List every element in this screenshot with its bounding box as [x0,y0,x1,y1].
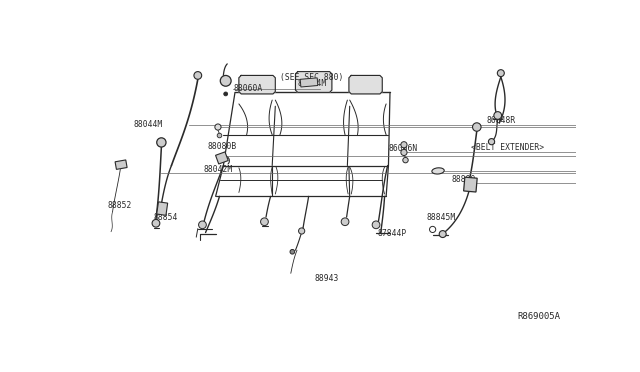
Bar [463,177,477,192]
Circle shape [494,112,502,119]
Text: 88034M: 88034M [298,79,327,89]
Text: 88852: 88852 [108,201,132,210]
Text: 88854: 88854 [154,214,178,222]
Polygon shape [296,71,332,92]
Text: 88060A: 88060A [234,84,263,93]
Circle shape [215,124,221,130]
Bar [216,152,228,164]
Circle shape [488,139,495,145]
Circle shape [198,221,206,229]
Circle shape [224,92,228,96]
Circle shape [372,221,380,229]
Text: 87844P: 87844P [378,229,407,238]
Text: 88044M: 88044M [134,121,163,129]
Circle shape [290,250,294,254]
Circle shape [157,138,166,147]
Text: R869005A: R869005A [517,312,560,321]
Circle shape [298,228,305,234]
Text: 88080B: 88080B [208,142,237,151]
Text: <BELT EXTENDER>: <BELT EXTENDER> [471,143,544,152]
Circle shape [152,219,160,227]
Circle shape [341,218,349,225]
Circle shape [472,123,481,131]
Text: 88943: 88943 [315,274,339,283]
Text: 88890: 88890 [451,175,476,184]
Circle shape [403,157,408,163]
Circle shape [220,76,231,86]
Text: 86848R: 86848R [486,116,516,125]
Polygon shape [239,76,275,94]
Circle shape [217,133,222,138]
Polygon shape [349,76,382,94]
Bar [157,202,168,215]
Circle shape [401,142,407,148]
Text: 88845M: 88845M [426,212,456,222]
Bar [115,160,127,169]
Circle shape [497,70,504,77]
Circle shape [194,71,202,79]
Circle shape [401,150,407,155]
Ellipse shape [432,168,444,174]
Text: (SEE SEC 880): (SEE SEC 880) [280,73,344,82]
Bar [300,78,318,87]
Text: 86066N: 86066N [388,144,418,153]
Text: 88042M: 88042M [203,165,232,174]
Circle shape [439,231,446,238]
Circle shape [260,218,268,225]
